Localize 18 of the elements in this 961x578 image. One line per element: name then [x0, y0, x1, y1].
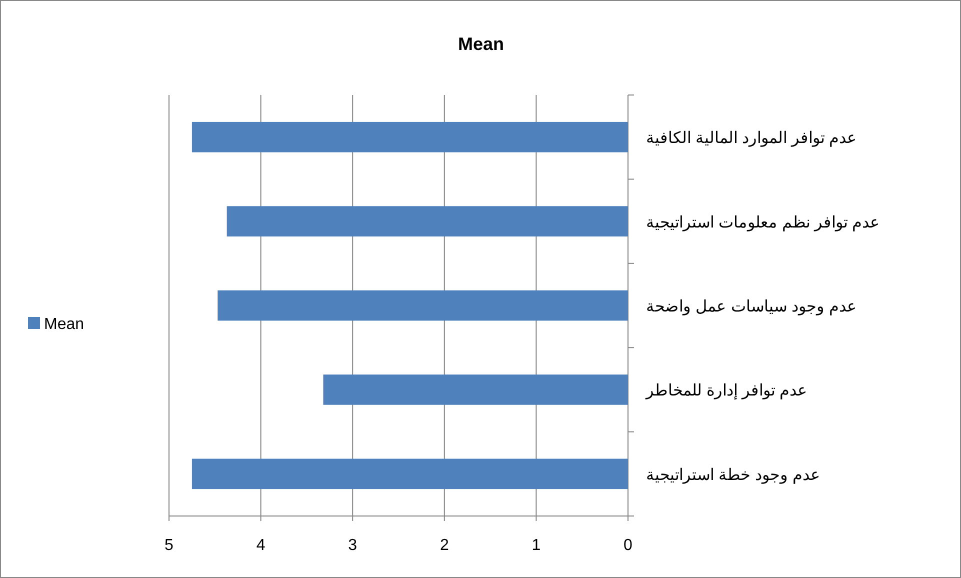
y-tick-label: عدم توافر نظم معلومات استراتيجية	[646, 214, 880, 232]
x-tick-label: 5	[164, 537, 174, 554]
bar	[218, 290, 628, 321]
chart-title: Mean	[458, 34, 504, 54]
bar	[323, 374, 628, 405]
bar	[192, 122, 628, 152]
bar	[192, 458, 628, 490]
y-tick-label: عدم وجود خطة استراتيجية	[646, 466, 820, 484]
x-tick-label: 2	[440, 537, 449, 554]
x-tick-label: 4	[256, 537, 266, 554]
x-tick-label: 1	[532, 537, 541, 554]
x-tick-label: 0	[624, 537, 633, 554]
y-tick-label: عدم توافر إدارة للمخاطر	[645, 382, 808, 400]
x-tick-label: 3	[348, 537, 358, 554]
legend-label: Mean	[44, 316, 84, 333]
y-tick-label: عدم وجود سياسات عمل واضحة	[646, 298, 857, 316]
y-tick-label: عدم توافر الموارد المالية الكافية	[646, 130, 857, 148]
bar	[226, 206, 628, 236]
